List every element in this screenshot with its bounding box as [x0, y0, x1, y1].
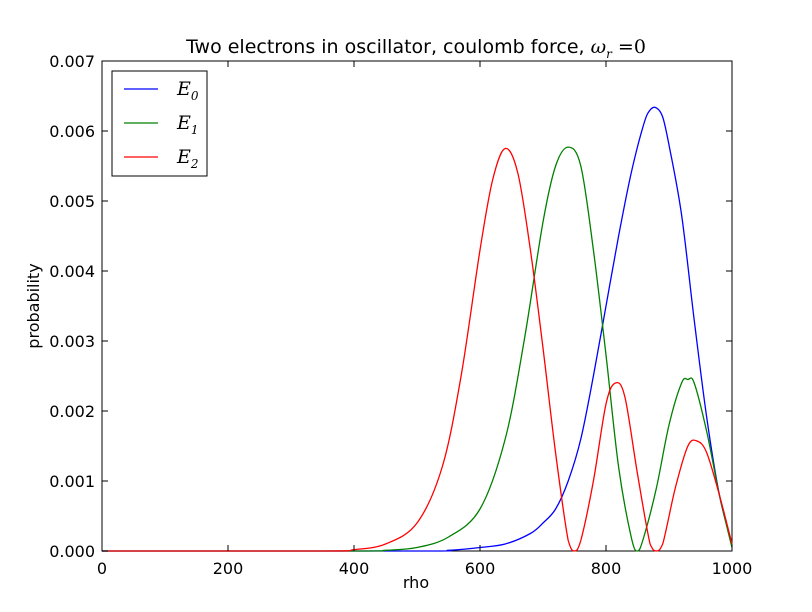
legend-label-e2: E2	[176, 146, 199, 171]
legend-label-e1: E1	[176, 112, 199, 137]
series-layer	[102, 106, 733, 552]
y-axis-label: probability	[24, 263, 43, 348]
x-tick-label: 600	[465, 559, 496, 578]
x-tick-label: 800	[591, 559, 622, 578]
chart-title-math: ω	[591, 36, 607, 58]
y-tick-label: 0.006	[49, 122, 95, 141]
series-line-e2	[102, 147, 733, 552]
y-tick-label: 0.005	[49, 192, 95, 211]
x-tick-label: 1000	[712, 559, 753, 578]
y-tick-label: 0.004	[49, 262, 95, 281]
chart-title: Two electrons in oscillator, coulomb for…	[185, 36, 646, 61]
x-tick-label: 400	[339, 559, 370, 578]
x-tick-label: 200	[213, 559, 244, 578]
ticks-layer: 0 200 400 600 800 1000 0.000 0.001 0.002 0.003 0.0…	[49, 52, 752, 578]
y-tick-label: 0.007	[49, 52, 95, 71]
y-tick-label: 0.003	[49, 332, 95, 351]
chart-title-text: Two electrons in oscillator, coulomb for…	[185, 36, 591, 58]
chart-title-math-sub: r	[606, 47, 613, 61]
series-line-e0	[102, 106, 733, 552]
legend-label-e0: E0	[176, 78, 199, 103]
chart-title-math-rest: =0	[612, 36, 646, 58]
y-tick-label: 0.000	[49, 542, 95, 561]
x-tick-label: 0	[97, 559, 107, 578]
y-tick-label: 0.002	[49, 402, 95, 421]
y-tick-label: 0.001	[49, 472, 95, 491]
legend: E0 E1 E2	[111, 70, 208, 177]
series-line-e1	[102, 146, 733, 552]
x-axis-label: rho	[403, 573, 429, 592]
